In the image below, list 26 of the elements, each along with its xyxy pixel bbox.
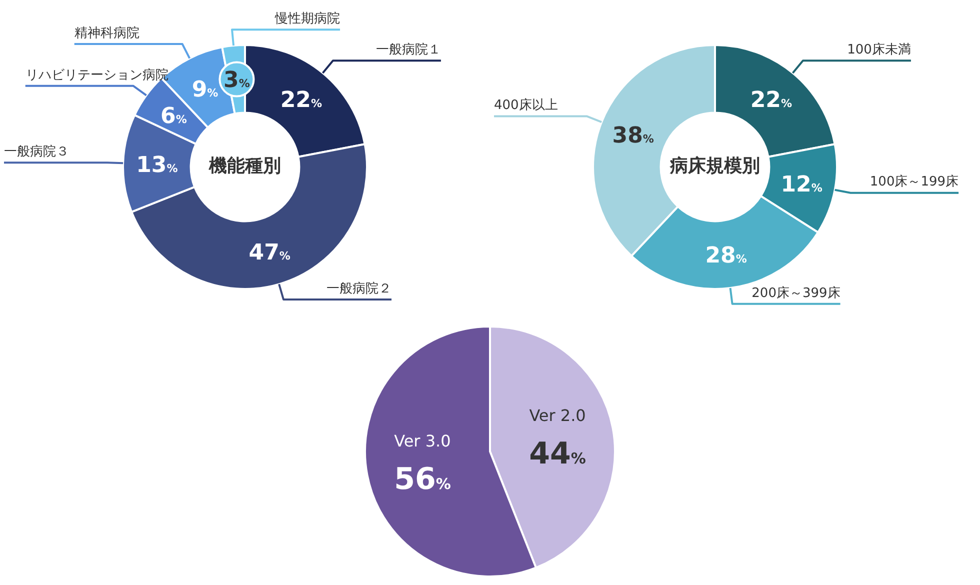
data-label: 12% — [780, 172, 822, 198]
data-label: 3% — [224, 68, 250, 94]
slice-label: 100床未満 — [847, 42, 911, 58]
text: 病床規模別 — [669, 156, 760, 177]
slice-label: 一般病院２ — [326, 281, 392, 296]
slice-label: 一般病院３ — [4, 144, 69, 160]
slice-label: Ver 3.0 — [394, 432, 451, 451]
data-label: 56% — [394, 462, 451, 498]
data-label: 9% — [192, 77, 218, 102]
slice-label: 一般病院１ — [376, 42, 441, 58]
data-label: 47% — [248, 240, 290, 266]
data-label: 38% — [612, 123, 654, 148]
slice-label: Ver 2.0 — [529, 406, 586, 425]
data-label: 44% — [529, 436, 586, 472]
slice-label: 400床以上 — [494, 98, 558, 114]
data-label: 13% — [136, 153, 178, 178]
slice-label: リハビリテーション病院 — [25, 68, 168, 83]
slice-label: 慢性期病院 — [274, 11, 340, 26]
text: 機能種別 — [208, 156, 281, 177]
slice-label: 精神科病院 — [74, 26, 140, 41]
data-label: 28% — [705, 243, 747, 268]
data-label: 22% — [280, 88, 322, 114]
slice-label: 200床～399床 — [752, 286, 840, 301]
data-label: 22% — [750, 88, 792, 114]
data-label: 6% — [160, 104, 187, 130]
slice-label: 100床～199床 — [870, 174, 959, 190]
